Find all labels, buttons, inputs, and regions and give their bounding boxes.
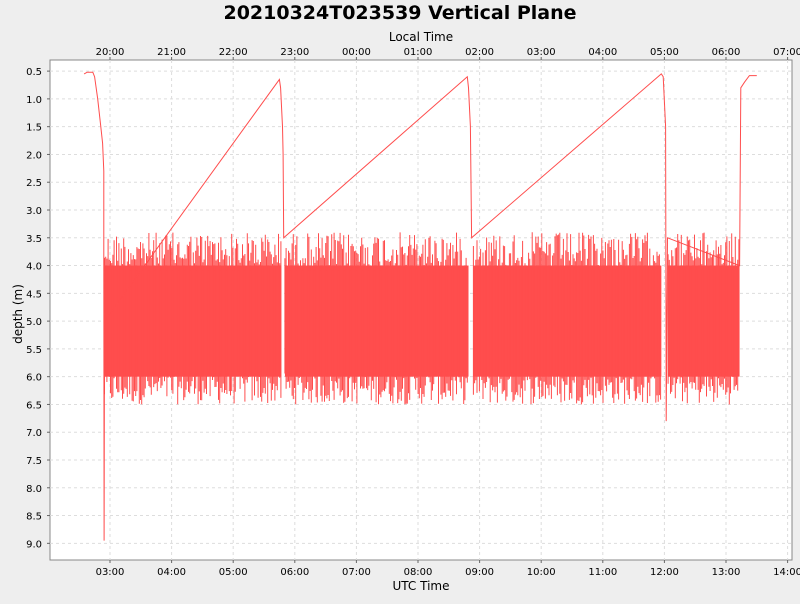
y-tick-label: 8.5 [26,512,42,523]
y-tick-label: 1.5 [26,123,42,134]
top-tick-label: 06:00 [712,47,741,58]
x-tick-label: 08:00 [404,567,433,578]
top-tick-label: 22:00 [219,47,248,58]
x-axis-label: UTC Time [393,579,450,593]
y-tick-label: 5.0 [26,317,42,328]
top-tick-label: 05:00 [650,47,679,58]
grid-layer [50,60,792,560]
series-layer [83,71,757,541]
x-tick-label: 06:00 [280,567,309,578]
top-tick-label: 21:00 [157,47,186,58]
y-tick-label: 5.5 [26,345,42,356]
x-tick-label: 09:00 [465,567,494,578]
y-tick-label: 4.0 [26,262,42,273]
y-tick-label: 6.5 [26,400,42,411]
top-tick-label: 01:00 [404,47,433,58]
tick-layer: 0.5 1.0 1.5 2.0 2.5 3.0 3.5 4.0 4.5 5.0 5.5 6.0 6.5 7… [26,47,800,578]
x-tick-label: 11:00 [588,567,617,578]
top-tick-label: 20:00 [96,47,125,58]
y-tick-label: 7.0 [26,428,42,439]
top-tick-label: 03:00 [527,47,556,58]
x-tick-label: 04:00 [157,567,186,578]
x-tick-label: 14:00 [773,567,800,578]
y-tick-label: 0.5 [26,67,42,78]
y-tick-label: 4.5 [26,289,42,300]
x-tick-label: 10:00 [527,567,556,578]
top-tick-label: 00:00 [342,47,371,58]
top-tick-label: 02:00 [465,47,494,58]
dive-envelope-2 [284,232,468,405]
x-tick-label: 05:00 [219,567,248,578]
dive-envelope-3 [472,232,662,405]
x-tick-label: 07:00 [342,567,371,578]
y-tick-label: 6.0 [26,373,42,384]
y-tick-label: 7.5 [26,456,42,467]
chart-title: 20210324T023539 Vertical Plane [223,2,576,24]
y-tick-label: 3.0 [26,206,42,217]
y-tick-label: 1.0 [26,95,42,106]
depth-profile-line [83,71,757,541]
y-tick-label: 8.0 [26,484,42,495]
y-tick-label: 2.0 [26,150,42,161]
x-tick-label: 03:00 [96,567,125,578]
top-axis-label: Local Time [389,30,453,44]
y-tick-label: 3.5 [26,234,42,245]
top-tick-label: 07:00 [773,47,800,58]
y-tick-label: 9.0 [26,539,42,550]
y-tick-label: 2.5 [26,178,42,189]
dive-envelope-4 [667,232,740,405]
dive-band-2 [284,265,469,377]
top-tick-label: 23:00 [280,47,309,58]
y-axis-label: depth (m) [11,284,25,344]
x-tick-label: 12:00 [650,567,679,578]
top-tick-label: 04:00 [588,47,617,58]
x-tick-label: 13:00 [712,567,741,578]
